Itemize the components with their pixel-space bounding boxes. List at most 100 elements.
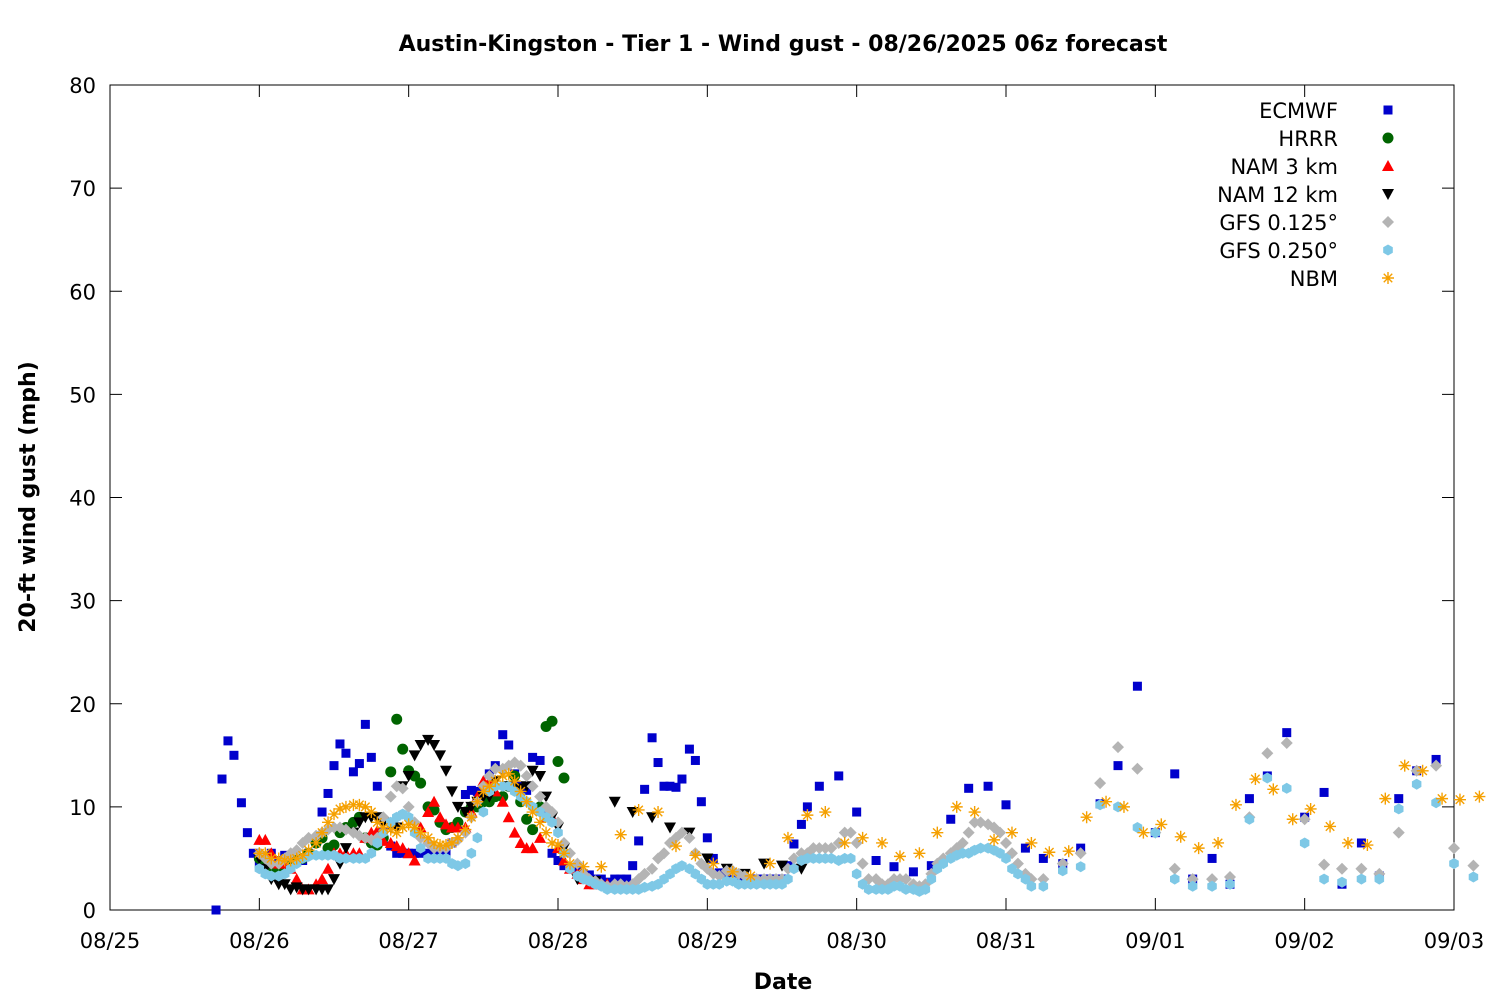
plot-frame bbox=[109, 84, 1455, 911]
data-point bbox=[265, 852, 278, 865]
data-point bbox=[266, 870, 276, 882]
y-tick-label: 0 bbox=[83, 899, 96, 923]
data-point bbox=[1020, 843, 1030, 853]
data-point bbox=[1113, 761, 1123, 771]
data-point bbox=[1170, 873, 1180, 885]
data-point bbox=[1341, 836, 1354, 849]
data-point bbox=[1355, 862, 1368, 875]
data-point bbox=[514, 836, 527, 848]
y-tick-label: 30 bbox=[69, 590, 96, 614]
data-point bbox=[696, 797, 706, 807]
data-point bbox=[496, 795, 509, 807]
data-point bbox=[1174, 830, 1187, 843]
data-point bbox=[1286, 813, 1299, 826]
data-point bbox=[514, 759, 527, 772]
data-point bbox=[526, 765, 539, 777]
data-point bbox=[422, 806, 435, 818]
data-point bbox=[677, 774, 687, 784]
data-point bbox=[489, 775, 502, 788]
data-point bbox=[466, 847, 477, 859]
data-point bbox=[783, 873, 793, 885]
data-point bbox=[353, 817, 366, 829]
y-tick-label: 20 bbox=[69, 693, 96, 717]
data-point bbox=[534, 770, 547, 782]
data-point bbox=[1131, 762, 1144, 775]
data-point bbox=[1150, 827, 1161, 839]
data-point bbox=[653, 758, 663, 768]
legend: ECMWF HRRR NAM 3 km NAM 12 km GFS 0.125° GFS … bbox=[1217, 99, 1394, 291]
data-point bbox=[546, 715, 558, 727]
x-tick-label: 08/30 bbox=[826, 929, 887, 953]
data-point bbox=[453, 860, 463, 872]
data-point bbox=[1416, 764, 1429, 777]
data-point bbox=[316, 873, 329, 885]
data-point bbox=[547, 816, 557, 828]
data-point bbox=[217, 774, 227, 784]
data-point bbox=[1244, 794, 1254, 804]
x-tick-label: 09/03 bbox=[1424, 929, 1485, 953]
y-tick-label: 60 bbox=[69, 280, 96, 304]
data-point bbox=[639, 881, 650, 893]
data-point bbox=[946, 814, 956, 824]
data-point bbox=[652, 806, 665, 819]
data-point bbox=[296, 849, 309, 862]
data-point bbox=[372, 781, 382, 791]
data-point bbox=[546, 836, 559, 849]
data-point bbox=[385, 766, 397, 778]
data-point bbox=[968, 806, 981, 819]
data-point bbox=[1436, 792, 1449, 805]
data-point bbox=[659, 781, 669, 791]
data-point bbox=[994, 826, 1007, 839]
data-point bbox=[1074, 847, 1087, 860]
data-point bbox=[1473, 790, 1486, 803]
data-point bbox=[1282, 782, 1292, 794]
data-point bbox=[1398, 759, 1411, 772]
data-point bbox=[310, 836, 323, 849]
data-point bbox=[211, 905, 221, 915]
data-point bbox=[671, 782, 681, 792]
data-point bbox=[1356, 873, 1367, 885]
data-point bbox=[534, 816, 547, 829]
data-point bbox=[559, 861, 569, 871]
data-point bbox=[526, 806, 539, 819]
data-point bbox=[259, 847, 272, 860]
data-point bbox=[302, 844, 315, 857]
data-point bbox=[677, 860, 687, 872]
data-point bbox=[931, 826, 944, 839]
data-point bbox=[1132, 822, 1143, 833]
data-point bbox=[465, 811, 478, 824]
data-point bbox=[838, 836, 851, 849]
data-point bbox=[496, 769, 509, 782]
data-point bbox=[834, 771, 844, 781]
data-point bbox=[440, 765, 452, 777]
data-point bbox=[328, 839, 340, 851]
data-point bbox=[658, 847, 671, 860]
data-point bbox=[975, 842, 986, 854]
data-point bbox=[348, 767, 358, 777]
data-point bbox=[964, 783, 974, 793]
data-point bbox=[403, 811, 414, 823]
data-point bbox=[508, 826, 521, 838]
data-point bbox=[938, 858, 948, 870]
data-point bbox=[472, 832, 483, 844]
data-point bbox=[1058, 865, 1068, 877]
legend-marker bbox=[1382, 189, 1394, 200]
data-point bbox=[1187, 880, 1198, 892]
data-point bbox=[396, 842, 409, 854]
x-tick-label: 09/01 bbox=[1125, 929, 1186, 953]
data-point bbox=[1262, 772, 1273, 784]
data-point bbox=[1117, 800, 1130, 813]
series-gfs-0-125- bbox=[253, 736, 1480, 893]
data-point bbox=[1282, 728, 1292, 738]
data-point bbox=[366, 847, 377, 859]
data-point bbox=[1324, 820, 1337, 833]
data-point bbox=[614, 828, 627, 841]
data-point bbox=[1038, 853, 1048, 863]
data-point bbox=[552, 839, 564, 852]
data-point bbox=[926, 873, 937, 885]
data-point bbox=[901, 883, 911, 895]
data-point bbox=[397, 743, 409, 755]
data-point bbox=[1168, 862, 1181, 875]
data-point bbox=[322, 862, 335, 874]
legend-label: ECMWF bbox=[1259, 99, 1338, 123]
